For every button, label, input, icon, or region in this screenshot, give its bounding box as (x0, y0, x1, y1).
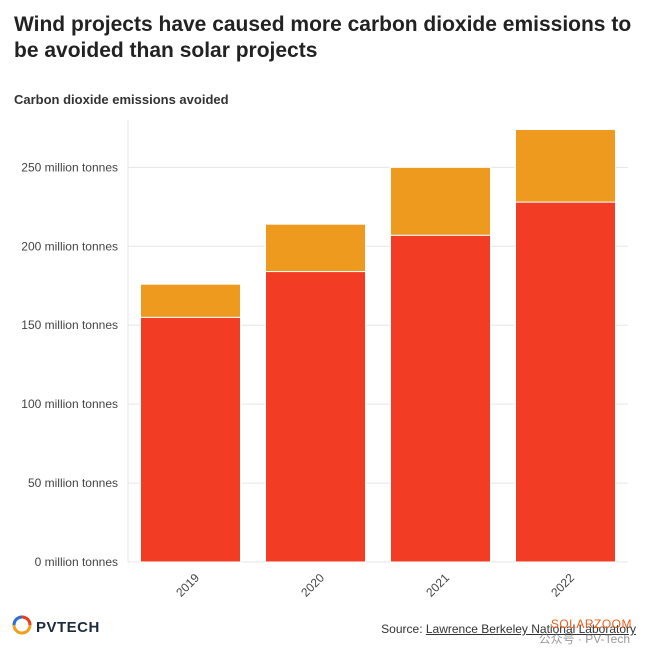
watermark-account: 公众号 · PV-Tech (538, 632, 630, 646)
x-tick-label: 2021 (423, 571, 452, 600)
pv-tech-swirl-icon (12, 615, 32, 640)
pv-tech-logo: PVTECH (12, 615, 100, 640)
x-tick-label: 2020 (298, 571, 327, 600)
bar-segment (390, 166, 491, 236)
x-tick-label: 2019 (173, 571, 202, 600)
pv-tech-logo-text: PVTECH (36, 619, 100, 636)
x-tick-label: 2022 (548, 571, 577, 600)
y-tick-label: 50 million tonnes (28, 476, 118, 490)
y-tick-label: 150 million tonnes (21, 318, 118, 332)
y-tick-label: 250 million tonnes (21, 160, 118, 174)
bar-segment (265, 271, 366, 563)
chart-title: Wind projects have caused more carbon di… (14, 13, 632, 62)
y-tick-label: 100 million tonnes (21, 397, 118, 411)
chart-subtitle: Carbon dioxide emissions avoided (14, 92, 229, 107)
bar-segment (390, 234, 491, 563)
bar-segment (515, 201, 616, 563)
bar-segment (140, 283, 241, 318)
bar-segment (140, 316, 241, 563)
x-axis-ticks: 2019 2020 2021 2022 (173, 571, 577, 600)
y-axis-ticks: 0 million tonnes 50 million tonnes 100 mil… (21, 160, 118, 569)
bar-segment (265, 223, 366, 273)
y-tick-label: 0 million tonnes (35, 555, 118, 569)
source-prefix: Source: (381, 622, 426, 636)
bars (140, 128, 616, 563)
bar-segment (515, 128, 616, 203)
source-link[interactable]: Lawrence Berkeley National Laboratory (425, 622, 636, 636)
watermark-brand: SOLARZOOM (550, 617, 632, 631)
y-tick-label: 200 million tonnes (21, 239, 118, 253)
source-note: Source: Lawrence Berkeley National Labor… (381, 622, 636, 636)
